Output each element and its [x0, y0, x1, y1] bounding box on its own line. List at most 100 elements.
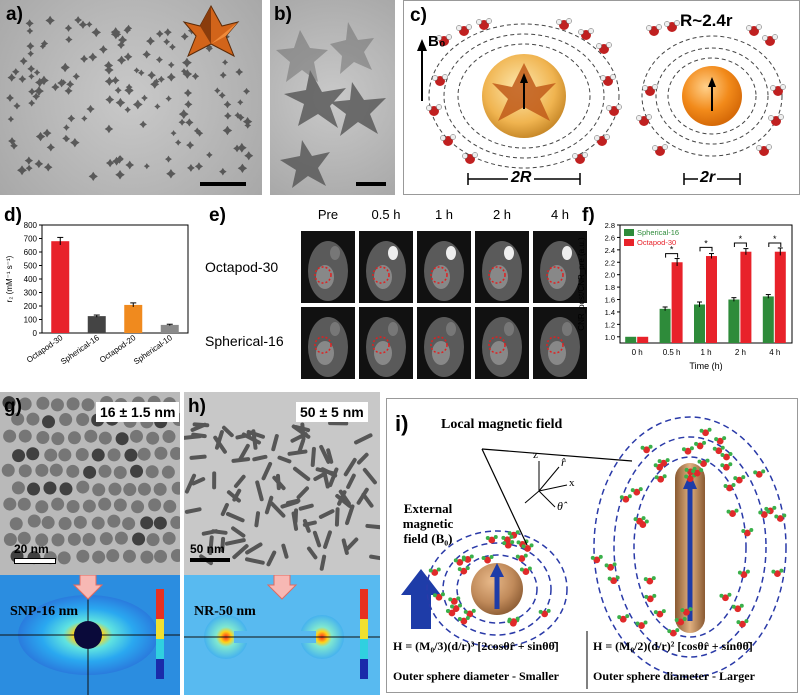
y-tick-label: 2.0	[605, 271, 615, 280]
bar	[659, 308, 671, 343]
nanorod-particles	[184, 421, 380, 571]
panel-b-label: b)	[274, 4, 292, 25]
panel-c-label: c)	[410, 5, 427, 26]
mri-slice	[301, 231, 355, 303]
tem-image-spheres	[0, 392, 180, 575]
bar	[51, 241, 70, 333]
y-tick-label: 0	[33, 329, 38, 338]
mri-column-header: Pre	[317, 207, 339, 222]
panel-i: i) Local magnetic field External magneti…	[386, 398, 798, 693]
x-tick-label: 4 h	[769, 348, 780, 357]
scale-bar-h	[190, 558, 230, 562]
bar	[762, 296, 774, 343]
mri-column-header: 1 h	[434, 207, 454, 222]
axis-x: x	[569, 477, 575, 489]
local-field-label: Local magnetic field	[441, 417, 563, 432]
legend-label: Spherical-16	[637, 228, 679, 237]
equation-left: H = (M₀/3)(d/r)³ [2cosθr̂ + sinθθ̂]	[393, 639, 559, 653]
panel-d-label: d)	[4, 205, 22, 226]
x-tick-label: 0.5 h	[663, 348, 681, 357]
y-axis-label: r₂ (mM⁻¹ s⁻¹)	[5, 255, 14, 302]
equation-right: H = (M₀/2)(d/r)² [cosθr̂ + sinθθ̂]	[593, 639, 753, 653]
x-tick-label: Spherical-10	[132, 333, 174, 366]
size-label-g: 16 ± 1.5 nm	[96, 402, 180, 422]
octapod-3d-model	[182, 4, 240, 58]
scale-bar-a	[200, 182, 246, 186]
mri-slice	[417, 231, 471, 303]
mri-slice	[533, 231, 587, 303]
panel-h-label: h)	[188, 396, 206, 417]
octapod-particles	[6, 15, 254, 182]
significance-bracket	[733, 242, 747, 248]
bar	[706, 256, 717, 343]
panel-g: g) 16 ± 1.5 nm 20 nm SNP-16 nm	[0, 392, 180, 695]
panel-i-label: i)	[395, 411, 409, 436]
dipole-field-schematic	[401, 416, 787, 689]
big-radius-label: 2R	[508, 169, 535, 187]
mri-column-header: 4 h	[550, 207, 570, 222]
x-tick-label: 2 h	[735, 348, 746, 357]
y-tick-label: 800	[24, 221, 38, 230]
small-radius-label: 2r	[698, 169, 718, 187]
y-tick-label: 1.6	[605, 296, 615, 305]
y-tick-label: 2.4	[605, 246, 615, 255]
bar	[637, 336, 649, 343]
x-axis-label: Time (h)	[689, 361, 722, 371]
b0-label: B₀	[428, 33, 446, 50]
chart-f: 1.0 1.2 1.4 1.6 1.8 2.0 2.2 2.4 2.6 2.8 CNR_post/C…	[577, 221, 793, 371]
y-tick-label: 2.8	[605, 221, 615, 230]
axes-icon	[524, 461, 568, 508]
panel-e-label: e)	[209, 205, 226, 226]
mri-column-header: 0.5 h	[371, 207, 401, 222]
significance-star: *	[704, 238, 708, 248]
panel-f-label: f)	[582, 205, 595, 226]
mri-slice	[475, 231, 529, 303]
tem-image-nanorods	[184, 392, 380, 575]
y-tick-label: 700	[24, 235, 38, 244]
mri-slice	[533, 307, 587, 379]
x-tick-label: 1 h	[700, 348, 711, 357]
legend-label: Octapod-30	[637, 238, 676, 247]
mri-slice	[417, 307, 471, 379]
bar	[728, 299, 740, 343]
legend-swatch	[624, 239, 634, 246]
spherical-particles	[1, 395, 180, 565]
row-label-octapod: Octapod-30	[205, 259, 279, 275]
x-tick-label: 0 h	[632, 348, 643, 357]
caption-left: Outer sphere diameter - Smaller	[393, 669, 559, 683]
y-axis-label: CNR_post/CNR_pre (a.u.)	[577, 237, 586, 331]
y-tick-label: 600	[24, 248, 38, 257]
bar	[124, 304, 143, 333]
row-label-spherical: Spherical-16	[205, 333, 284, 349]
panel-a-label: a)	[6, 4, 23, 25]
sim-label-h: NR-50 nm	[194, 604, 256, 619]
field-simulation-g	[0, 575, 180, 695]
external-field-arrow	[401, 569, 441, 629]
sim-label-g: SNP-16 nm	[10, 604, 79, 619]
y-tick-label: 2.6	[605, 233, 615, 242]
mri-slice	[301, 307, 355, 379]
scale-bar-g	[14, 558, 56, 564]
significance-star: *	[670, 245, 674, 255]
significance-bracket	[665, 253, 679, 258]
bar	[774, 251, 786, 343]
octapod-closeups	[276, 22, 386, 188]
mri-slice	[475, 307, 529, 379]
y-tick-label: 300	[24, 289, 38, 298]
panel-f: f) 1.0 1.2 1.4 1.6 1.8 2.0 2.2 2.4 2.6 2.8 CNR_pos…	[570, 203, 800, 383]
scale-bar-b	[356, 182, 386, 186]
panel-b: b)	[270, 0, 395, 195]
y-tick-label: 1.0	[605, 333, 615, 342]
x-tick-label: Spherical-16	[59, 333, 101, 366]
bar	[740, 251, 752, 343]
axis-theta: θ̂	[557, 499, 563, 513]
panel-a: a)	[0, 0, 262, 195]
y-tick-label: 200	[24, 302, 38, 311]
field-simulation-h	[184, 575, 380, 695]
y-tick-label: 400	[24, 275, 38, 284]
bar	[87, 316, 106, 333]
y-tick-label: 2.2	[605, 258, 615, 267]
legend-swatch	[624, 229, 634, 236]
y-tick-label: 1.4	[605, 308, 615, 317]
axis-r: r̂	[561, 455, 566, 469]
